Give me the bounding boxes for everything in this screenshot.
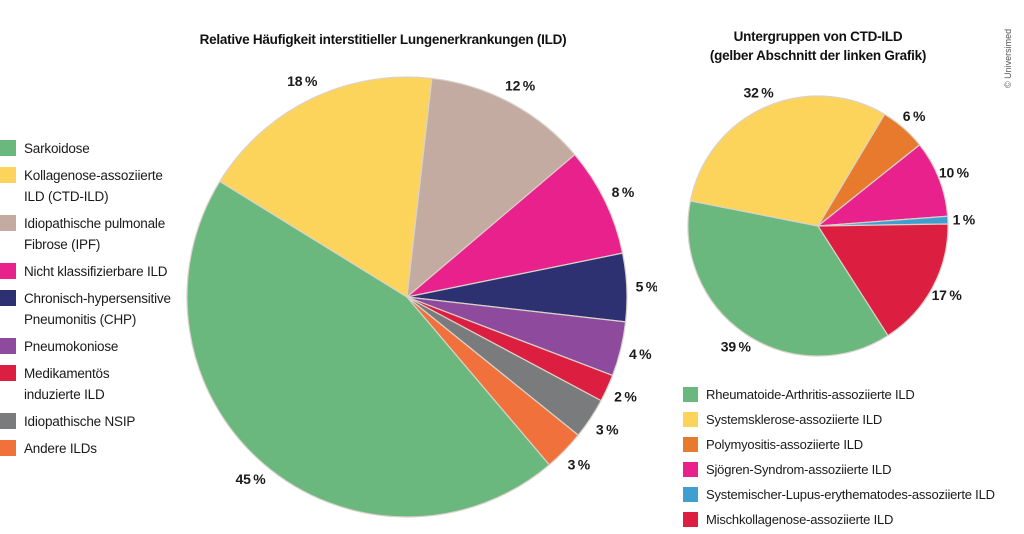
ild-frequency-legend: Sarkoidose Kollagenose-assoziierte ILD (C… xyxy=(0,138,186,465)
pie-slice xyxy=(186,180,550,518)
pie-slice-percent-label: 5 % xyxy=(636,279,657,295)
legend-label: Idiopathische pulmonale Fibrose (IPF) xyxy=(24,216,165,252)
legend-item: Medikamentös induzierte ILD xyxy=(0,363,186,405)
legend-item: Sarkoidose xyxy=(0,138,186,159)
legend-item: Sjögren-Syndrom-assoziierte ILD xyxy=(683,461,1018,479)
ctd-ild-subgroups-pie-chart: 39 % 32 % 6 % 10 % 1 % 17 % xyxy=(687,85,976,357)
pie-slice xyxy=(687,200,889,357)
pie-slice-percent-label: 4 % xyxy=(629,346,652,362)
legend-label: Sarkoidose xyxy=(24,141,90,156)
legend-item: Nicht klassifizierbare ILD xyxy=(0,261,186,282)
right-chart-title-line1: Untergruppen von CTD-ILD xyxy=(733,29,903,44)
pie-slice xyxy=(406,296,579,466)
legend-swatch xyxy=(683,512,698,527)
pie-slice-percent-label: 39 % xyxy=(721,339,752,355)
pie-slice-percent-label: 1 % xyxy=(953,211,976,227)
legend-item: Systemischer-Lupus-erythematodes-assozii… xyxy=(683,486,1018,504)
pie-slice-percent-label: 6 % xyxy=(903,108,926,124)
legend-label: Sjögren-Syndrom-assoziierte ILD xyxy=(706,462,892,477)
legend-swatch xyxy=(683,437,698,452)
legend-item: Pneumokoniose xyxy=(0,336,186,357)
pie-slice xyxy=(406,77,576,298)
legend-swatch xyxy=(0,365,16,381)
legend-swatch xyxy=(683,387,698,402)
legend-label: Systemischer-Lupus-erythematodes-assozii… xyxy=(706,487,995,502)
pie-slice xyxy=(406,154,624,298)
legend-swatch xyxy=(0,338,16,354)
legend-swatch xyxy=(0,140,16,156)
legend-item: Systemsklerose-assoziierte ILD xyxy=(683,411,1018,429)
copyright-credit: © Universimed xyxy=(1003,28,1013,88)
legend-item: Andere ILDs xyxy=(0,438,186,459)
pie-slice-percent-label: 45 % xyxy=(235,471,266,487)
pie-slice-percent-label: 12 % xyxy=(505,77,536,93)
legend-label: Chronisch-hypersensitive Pneumonitis (CH… xyxy=(24,291,171,327)
ild-frequency-pie-chart: 45 % 18 % 12 % 8 % 5 % 4 % 2 % 3 % 3 % xyxy=(186,73,657,518)
legend-swatch xyxy=(0,263,16,279)
legend-swatch xyxy=(0,413,16,429)
legend-item: Idiopathische NSIP xyxy=(0,411,186,432)
pie-slice-percent-label: 18 % xyxy=(287,73,318,89)
left-chart-title: Relative Häufigkeit interstitieller Lung… xyxy=(199,32,567,47)
legend-label: Polymyositis-assoziierte ILD xyxy=(706,437,863,452)
legend-swatch xyxy=(0,290,16,306)
legend-item: Rheumatoide-Arthritis-assoziierte ILD xyxy=(683,386,1018,404)
legend-item: Chronisch-hypersensitive Pneumonitis (CH… xyxy=(0,288,186,330)
legend-item: Mischkollagenose-assoziierte ILD xyxy=(683,511,1018,529)
legend-label: Medikamentös induzierte ILD xyxy=(24,366,110,402)
legend-swatch xyxy=(683,462,698,477)
right-chart-title-line2: (gelber Abschnitt der linken Grafik) xyxy=(709,48,927,63)
pie-slice-percent-label: 32 % xyxy=(743,85,774,101)
legend-label: Systemsklerose-assoziierte ILD xyxy=(706,412,883,427)
legend-item: Kollagenose-assoziierte ILD (CTD-ILD) xyxy=(0,165,186,207)
pie-slice xyxy=(817,223,949,337)
legend-swatch xyxy=(0,215,16,231)
legend-item: Idiopathische pulmonale Fibrose (IPF) xyxy=(0,213,186,255)
pie-slice-percent-label: 2 % xyxy=(614,389,637,405)
pie-slice-percent-label: 10 % xyxy=(939,165,970,181)
pie-slice-percent-label: 3 % xyxy=(568,457,591,473)
legend-swatch xyxy=(683,487,698,502)
legend-label: Nicht klassifizierbare ILD xyxy=(24,264,168,279)
pie-slice-percent-label: 8 % xyxy=(612,184,635,200)
right-chart-title: Untergruppen von CTD-ILD (gelber Abschni… xyxy=(668,27,968,65)
legend-label: Rheumatoide-Arthritis-assoziierte ILD xyxy=(706,387,915,402)
legend-label: Idiopathische NSIP xyxy=(24,414,136,429)
legend-label: Andere ILDs xyxy=(24,441,97,456)
pie-slice-percent-label: 3 % xyxy=(596,422,619,438)
legend-label: Kollagenose-assoziierte ILD (CTD-ILD) xyxy=(24,168,163,204)
legend-swatch xyxy=(683,412,698,427)
pie-slice xyxy=(219,76,433,298)
pie-slice-percent-label: 17 % xyxy=(932,287,963,303)
pie-slice xyxy=(817,144,949,227)
legend-label: Mischkollagenose-assoziierte ILD xyxy=(706,512,894,527)
ctd-ild-subgroups-legend: Rheumatoide-Arthritis-assoziierte ILD Sys… xyxy=(683,386,1018,534)
legend-item: Polymyositis-assoziierte ILD xyxy=(683,436,1018,454)
legend-swatch xyxy=(0,440,16,456)
legend-swatch xyxy=(0,167,16,183)
legend-label: Pneumokoniose xyxy=(24,339,119,354)
pie-slice xyxy=(689,95,886,227)
